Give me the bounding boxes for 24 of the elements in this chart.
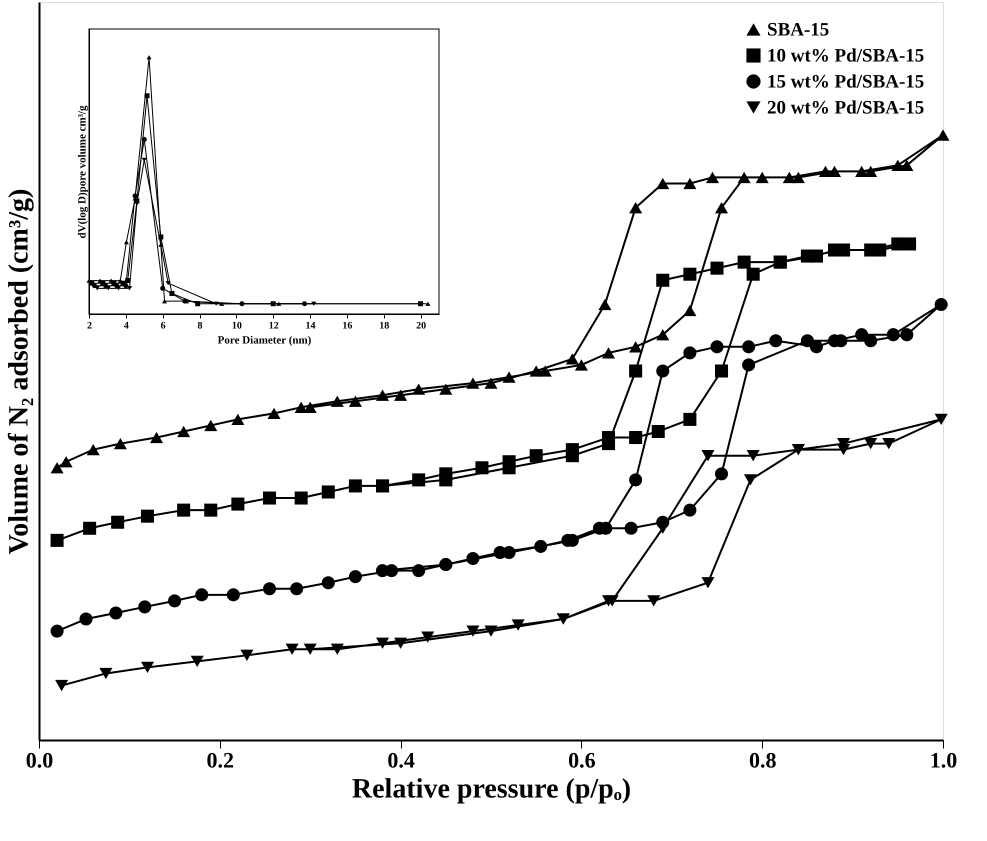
x-tick-label: 20 <box>416 320 426 332</box>
legend-label: 10 wt% Pd/SBA-15 <box>767 46 924 66</box>
y-axis-title: dV(log D)pore volume cm³/g <box>76 105 88 238</box>
x-tick-label: 8 <box>198 320 203 332</box>
x-axis-title: Pore Diameter (nm) <box>218 334 312 346</box>
y-axis-title: Volume of N₂ adsorbed (cm³/g) <box>4 188 34 554</box>
x-tick-label: 0.0 <box>26 748 54 772</box>
legend-label: 20 wt% Pd/SBA-15 <box>767 98 924 118</box>
x-axis-title: Relative pressure (p/pₒ) <box>352 774 632 804</box>
x-tick-label: 1.0 <box>930 748 958 772</box>
x-tick-label: 0.2 <box>206 748 234 772</box>
legend-label: SBA-15 <box>767 20 830 40</box>
x-tick-label: 16 <box>342 320 352 332</box>
x-tick-label: 0.6 <box>568 748 596 772</box>
x-tick-label: 2 <box>87 320 92 332</box>
x-tick-label: 4 <box>124 320 129 332</box>
x-tick-label: 6 <box>160 320 166 332</box>
x-tick-label: 10 <box>232 320 242 332</box>
x-tick-label: 0.8 <box>748 748 776 772</box>
x-tick-label: 18 <box>379 320 390 332</box>
x-tick-label: 0.4 <box>387 748 415 772</box>
x-tick-label: 14 <box>306 320 316 332</box>
legend-label: 15 wt% Pd/SBA-15 <box>767 72 924 92</box>
x-tick-label: 12 <box>268 320 279 332</box>
